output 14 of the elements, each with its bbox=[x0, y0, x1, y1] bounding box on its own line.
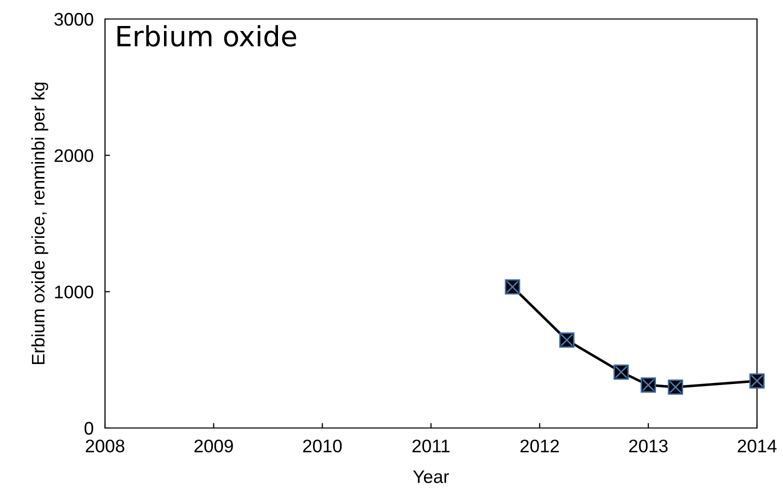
x-axis-title: Year bbox=[413, 470, 449, 484]
y-tick-label: 0 bbox=[84, 422, 94, 435]
x-tick-label: 2010 bbox=[303, 440, 342, 452]
x-tick-label: 2008 bbox=[86, 440, 124, 452]
x-tick-label: 2012 bbox=[520, 440, 559, 452]
chart-title: Erbium oxide bbox=[118, 25, 296, 47]
x-tick-label: 2011 bbox=[412, 440, 450, 452]
y-tick-label: 1000 bbox=[55, 286, 94, 298]
x-tick-label: 2014 bbox=[738, 440, 777, 452]
y-axis-title: Erbium oxide price, renminbi per kg bbox=[31, 82, 48, 364]
y-tick-label: 3000 bbox=[54, 12, 94, 26]
x-tick-label: 2009 bbox=[194, 440, 233, 452]
y-tick-label: 2000 bbox=[54, 149, 94, 162]
x-tick-label: 2013 bbox=[629, 440, 668, 452]
